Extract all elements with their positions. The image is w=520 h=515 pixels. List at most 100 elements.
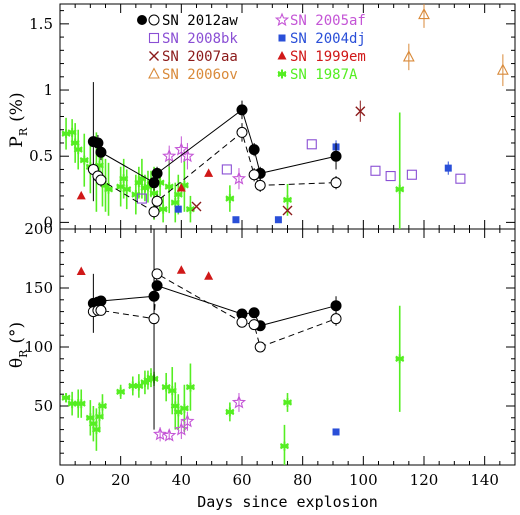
- series-sn-2007aa: [191, 100, 366, 216]
- data-point: [455, 173, 466, 184]
- series-sn-2004dj: [332, 428, 340, 436]
- x-tick-label: 100: [349, 471, 378, 489]
- legend-marker: [148, 32, 160, 44]
- legend-item: SN 2012aw: [137, 13, 238, 29]
- data-point: [149, 188, 159, 198]
- data-point: [236, 316, 248, 328]
- data-point: [221, 164, 232, 175]
- data-point: [225, 407, 235, 417]
- legend-marker: [274, 12, 290, 27]
- series-line: [92, 131, 337, 213]
- data-point: [395, 354, 405, 364]
- data-point: [496, 63, 509, 75]
- data-point: [330, 150, 342, 162]
- legend-label: SN 2012aw: [162, 13, 238, 29]
- series-line: [93, 285, 337, 327]
- data-point: [134, 381, 144, 391]
- y-tick-label: 200: [24, 220, 53, 238]
- legend-item: SN 2005af: [274, 12, 366, 29]
- data-point: [151, 167, 163, 179]
- y-axis-label-pr: PR(%): [7, 92, 30, 147]
- legend-item: SN 2008bk: [148, 31, 238, 47]
- data-point: [330, 300, 342, 312]
- y-tick-label: 0.5: [29, 147, 53, 165]
- legend-marker: [149, 51, 159, 61]
- data-point: [67, 399, 77, 409]
- data-point: [176, 265, 186, 274]
- data-point: [94, 412, 104, 422]
- y-tick-label: 50: [34, 397, 53, 415]
- data-point: [185, 204, 195, 214]
- legend-label: SN 2006ov: [162, 67, 238, 83]
- legend-label: SN 2005af: [290, 13, 366, 29]
- data-point: [279, 441, 289, 451]
- data-point: [85, 413, 95, 423]
- data-point: [174, 422, 189, 436]
- data-point: [61, 129, 71, 139]
- data-point: [95, 174, 107, 186]
- x-tick-label: 60: [232, 471, 251, 489]
- data-point: [418, 7, 430, 20]
- y-tick-label: 1.5: [29, 15, 53, 33]
- data-point: [116, 182, 126, 192]
- legend-marker: [278, 34, 286, 42]
- series-sn-1987a: [61, 305, 405, 465]
- data-point: [174, 205, 182, 213]
- data-point: [136, 193, 147, 204]
- x-tick-label: 0: [55, 471, 65, 489]
- data-point: [306, 139, 317, 150]
- series-sn-1999em: [76, 168, 214, 200]
- data-point: [283, 397, 292, 407]
- data-point: [70, 138, 80, 148]
- data-point: [254, 179, 266, 191]
- data-point: [137, 174, 147, 184]
- data-point: [148, 206, 160, 218]
- data-point: [158, 204, 168, 214]
- series-sn-2006ov: [402, 4, 509, 87]
- data-point: [170, 198, 180, 208]
- axis-labels: 0 20 40 60 80 100 120 140 Days since explosion 0 0…: [7, 15, 499, 511]
- legend-label: SN 1987A: [290, 67, 358, 83]
- data-point: [402, 50, 415, 62]
- data-point: [88, 419, 98, 429]
- data-point: [76, 266, 86, 275]
- series-sn-1999em: [76, 265, 214, 280]
- data-point: [204, 271, 214, 280]
- data-point: [128, 381, 138, 391]
- bottom-panel-data: [61, 229, 405, 465]
- data-point: [330, 313, 342, 325]
- data-point: [95, 304, 107, 316]
- data-point: [248, 144, 260, 156]
- data-point: [152, 426, 168, 441]
- x-tick-label: 80: [293, 471, 312, 489]
- svg-text:PR(%): PR(%): [7, 92, 30, 147]
- legend-marker: [148, 14, 160, 26]
- series-line: [93, 273, 337, 348]
- data-point: [167, 386, 177, 396]
- data-point: [151, 195, 163, 207]
- legend-marker: [277, 69, 287, 79]
- data-point: [176, 182, 186, 192]
- data-point: [179, 180, 189, 190]
- data-point: [248, 319, 260, 331]
- legend-item: SN 2004dj: [278, 31, 366, 47]
- series-sn-2012aw: [87, 82, 342, 202]
- top-panel-data: [61, 4, 509, 229]
- data-point: [92, 137, 104, 149]
- data-point: [94, 160, 104, 170]
- y-tick-label: 100: [24, 338, 53, 356]
- data-point: [95, 295, 107, 307]
- data-point: [151, 268, 163, 280]
- data-point: [274, 216, 282, 224]
- data-point: [155, 178, 165, 188]
- data-point: [162, 427, 177, 442]
- data-point: [231, 171, 247, 185]
- data-point: [283, 195, 292, 205]
- data-point: [67, 127, 77, 137]
- y-axis-label-theta: θR(°): [7, 322, 30, 368]
- x-tick-label: 140: [470, 471, 499, 489]
- data-point: [170, 401, 180, 411]
- data-point: [174, 142, 189, 156]
- data-point: [131, 190, 141, 200]
